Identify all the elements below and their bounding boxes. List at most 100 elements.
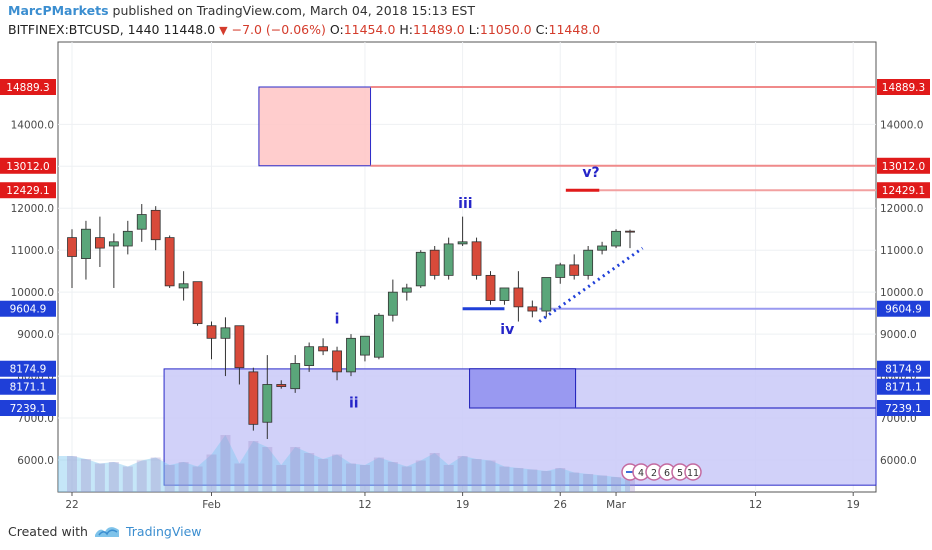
- candle-body: [122, 230, 133, 247]
- volume-bar: [234, 463, 245, 492]
- price-tag-left: [0, 157, 56, 174]
- volume-bar: [276, 465, 287, 492]
- volume-bar: [262, 447, 273, 492]
- candle-body: [443, 243, 454, 276]
- event-badge-label: 6: [664, 468, 670, 479]
- y-tick-label-left: 6000.0: [17, 455, 54, 467]
- symbol-info: BITFINEX:BTCUSD, 1440 11448.0 ▼ −7.0 (−0…: [8, 22, 600, 37]
- candle-body: [95, 237, 105, 249]
- candle-body: [192, 281, 203, 325]
- y-tick-label-right: 6000.0: [880, 455, 917, 467]
- y-tick-label-right: 14000.0: [880, 119, 923, 131]
- author-link[interactable]: MarcPMarkets: [8, 3, 109, 18]
- candle-body: [457, 241, 468, 245]
- candle-body: [555, 264, 566, 278]
- y-tick-label-left: 14000.0: [11, 119, 54, 131]
- wave-label: v?: [582, 165, 599, 181]
- volume-bar: [122, 466, 133, 492]
- created-with-text: Created with: [8, 523, 88, 539]
- volume-bar: [387, 462, 398, 492]
- volume-moving-average: [58, 435, 630, 492]
- candle-body: [401, 287, 412, 293]
- price-tag-label-left: 8171.1: [10, 382, 47, 394]
- volume-bar: [304, 453, 315, 492]
- candle-body: [611, 230, 621, 247]
- volume-bar: [583, 474, 594, 492]
- price-tag-label-right: 7239.1: [885, 403, 922, 415]
- price-tag-left: [0, 79, 56, 95]
- tradingview-link[interactable]: TradingView: [125, 523, 202, 539]
- volume-bar: [359, 465, 370, 492]
- x-tick-label: 12: [358, 499, 371, 511]
- volume-bar: [499, 466, 510, 492]
- volume-bar: [318, 459, 329, 492]
- price-tag-label-left: 14889.3: [6, 82, 49, 94]
- volume-bar: [67, 456, 77, 492]
- event-badge-label: 11: [687, 468, 699, 479]
- volume-bar: [206, 454, 217, 492]
- candle-body: [597, 245, 607, 251]
- volume-bar: [346, 463, 356, 492]
- price-tag-label-left: 12429.1: [6, 185, 49, 197]
- candle-body: [360, 335, 370, 356]
- volume-bar: [625, 480, 635, 492]
- volume-bar: [80, 459, 91, 492]
- price-tag-right: [877, 182, 930, 199]
- candle-body: [262, 384, 273, 423]
- price-tag-right: [877, 157, 930, 174]
- candle-body: [234, 325, 245, 369]
- candle-body: [81, 228, 91, 259]
- candle-body: [164, 237, 175, 287]
- candle-body: [415, 251, 426, 287]
- volume-bar: [569, 472, 580, 492]
- x-tick-label: Mar: [606, 499, 626, 511]
- x-tick-label: 26: [554, 499, 568, 511]
- candle-body: [108, 241, 119, 247]
- y-tick-label-left: 12000.0: [11, 203, 54, 215]
- y-tick-label-left: 10000.0: [11, 287, 54, 299]
- candle-body: [569, 264, 580, 276]
- volume-bar: [541, 471, 552, 492]
- last-price: 11448.0: [163, 22, 216, 37]
- candle-body: [220, 327, 231, 339]
- volume-bar: [332, 454, 343, 492]
- volume-bar: [164, 465, 175, 492]
- event-badge-label: 4: [638, 468, 644, 479]
- volume-bar: [401, 466, 412, 492]
- wave-label: iv: [500, 322, 514, 338]
- volume-bar: [611, 477, 622, 492]
- inner-support-zone: [469, 368, 577, 409]
- x-tick-label: Feb: [202, 499, 221, 511]
- y-tick-label-right: 12000.0: [880, 203, 923, 215]
- volume-bar: [192, 466, 203, 492]
- volume-bar: [136, 460, 147, 492]
- candle-body: [527, 306, 538, 312]
- price-tag-right: [877, 360, 930, 377]
- publish-info: MarcPMarkets published on TradingView.co…: [8, 3, 475, 18]
- symbol: BITFINEX:BTCUSD, 1440: [8, 22, 160, 37]
- price-tag-left: [0, 378, 56, 395]
- volume-bar: [555, 468, 566, 492]
- candle-body: [583, 249, 594, 276]
- open-label: O:: [329, 22, 344, 37]
- tradingview-logo-icon: [94, 527, 119, 537]
- volume-bar: [597, 475, 608, 492]
- volume-bar: [485, 460, 496, 492]
- price-tag-label-right: 13012.0: [882, 161, 925, 173]
- volume-bar: [471, 459, 482, 492]
- price-tag-right: [877, 300, 930, 317]
- volume-bar: [94, 463, 105, 492]
- wave-label: iii: [458, 196, 472, 212]
- candle-body: [346, 337, 356, 373]
- candle-body: [387, 291, 398, 316]
- high-value: 11489.0: [413, 22, 465, 37]
- candle-body: [429, 249, 440, 276]
- candle-body: [178, 283, 189, 289]
- event-badge-label: 2: [651, 468, 657, 479]
- candle-body: [136, 214, 147, 230]
- volume-bar: [220, 435, 231, 492]
- y-tick-label-right: 10000.0: [880, 287, 923, 299]
- candle-body: [304, 346, 315, 366]
- y-tick-label-left: 9000.0: [17, 329, 54, 341]
